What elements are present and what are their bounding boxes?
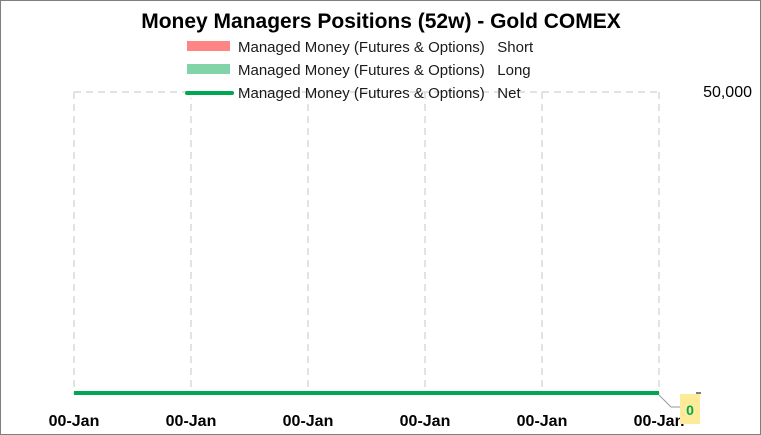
y-tick-label: 50,000 <box>703 84 752 101</box>
last-value-badge <box>680 394 700 424</box>
grid-layer <box>73 91 660 391</box>
net-data-point <box>424 392 426 394</box>
net-data-point <box>73 392 75 394</box>
x-tick-label: 00-Jan <box>634 413 685 430</box>
value-callout-leader <box>658 394 680 408</box>
net-data-point <box>307 392 309 394</box>
axis-layer: 00-Jan 00-Jan 00-Jan 00-Jan 00-Jan 00-Jan 50,0… <box>49 84 752 430</box>
net-data-point <box>541 392 543 394</box>
series-layer <box>73 391 660 395</box>
x-tick-label: 00-Jan <box>517 413 568 430</box>
legend-swatch-bar <box>187 41 230 51</box>
legend: Managed Money (Futures & Options) Short M… <box>185 39 534 102</box>
x-tick-label: 00-Jan <box>283 413 334 430</box>
net-data-point <box>658 392 660 394</box>
net-data-point <box>190 392 192 394</box>
legend-label: Managed Money (Futures & Options) Net <box>238 85 521 102</box>
last-value-label: 0 <box>686 402 694 418</box>
legend-swatch-bar <box>187 64 230 74</box>
chart-title: Money Managers Positions (52w) - Gold CO… <box>141 10 621 33</box>
legend-label: Managed Money (Futures & Options) Short <box>238 39 534 56</box>
x-tick-label: 00-Jan <box>166 413 217 430</box>
legend-label: Managed Money (Futures & Options) Long <box>238 62 531 79</box>
x-tick-label: 00-Jan <box>400 413 451 430</box>
x-tick-label: 00-Jan <box>49 413 100 430</box>
